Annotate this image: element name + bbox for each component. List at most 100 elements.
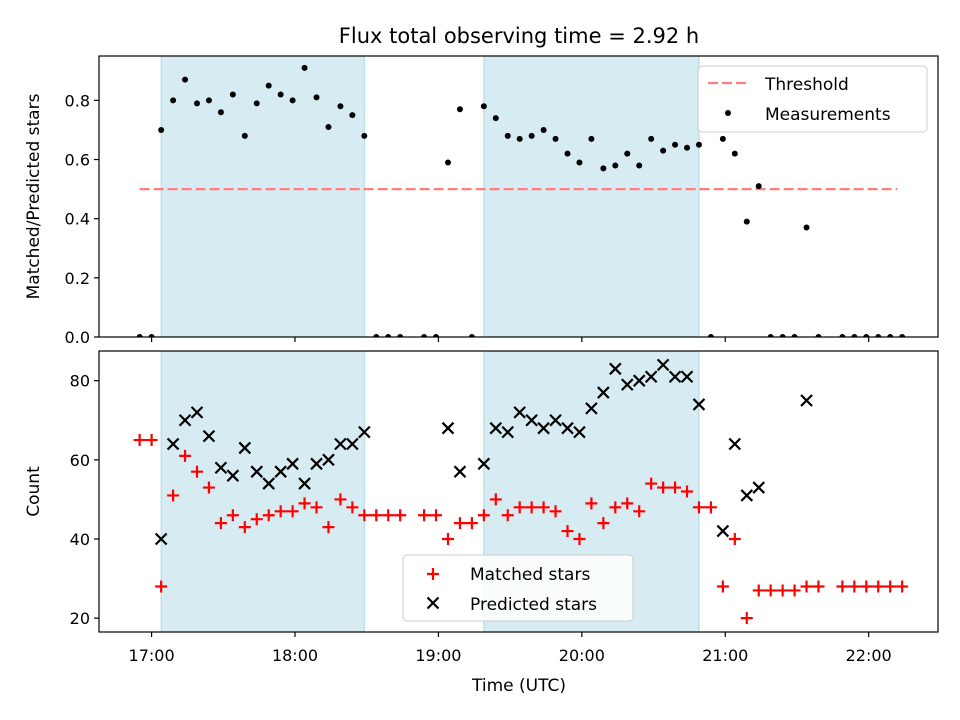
legend-threshold-label: Threshold bbox=[764, 75, 849, 95]
x-tick-label: 20:00 bbox=[559, 646, 605, 665]
matched-stars-point bbox=[836, 580, 849, 593]
matched-stars-point bbox=[525, 501, 538, 514]
predicted-stars-point bbox=[692, 398, 706, 411]
predicted-stars-point bbox=[800, 394, 813, 407]
measurement-point bbox=[194, 100, 201, 107]
y-tick-label: 0.4 bbox=[65, 210, 90, 229]
measurement-point bbox=[456, 106, 463, 113]
predicted-stars-point bbox=[549, 413, 562, 427]
matched-stars-point bbox=[896, 580, 909, 593]
bottom-panel: 20 40 60 80 17:00 18:00 19:00 20:00 21:00 22:00 Co… bbox=[24, 350, 939, 665]
legend-measurements-label: Measurements bbox=[765, 105, 891, 125]
predicted-stars-point bbox=[656, 358, 670, 372]
matched-stars-point bbox=[226, 509, 239, 522]
matched-stars-point bbox=[262, 509, 275, 522]
legend-box bbox=[697, 65, 928, 133]
y-tick-label: 0.2 bbox=[65, 269, 90, 288]
figure-title: Flux total observing time = 2.92 h bbox=[339, 24, 699, 48]
matched-stars-point bbox=[394, 509, 407, 522]
matched-stars-point bbox=[214, 517, 227, 530]
predicted-stars-point bbox=[154, 532, 168, 546]
measurement-point bbox=[148, 334, 155, 337]
legend-box bbox=[402, 554, 634, 622]
predicted-stars-point bbox=[166, 437, 180, 451]
predicted-stars-point bbox=[334, 437, 347, 451]
measurement-point bbox=[158, 126, 165, 133]
matched-stars-point bbox=[274, 505, 287, 518]
predicted-stars-point bbox=[226, 469, 240, 482]
measurement-point bbox=[648, 135, 655, 142]
predicted-stars-point bbox=[573, 425, 586, 439]
measurement-point bbox=[528, 132, 535, 139]
matched-stars-point bbox=[597, 517, 610, 530]
measurement-point bbox=[815, 334, 822, 337]
matched-stars-point bbox=[453, 517, 466, 530]
predicted-stars-point bbox=[740, 489, 754, 502]
predicted-stars-point bbox=[632, 374, 646, 387]
measurement-point bbox=[863, 334, 870, 337]
measurement-point bbox=[468, 334, 475, 337]
measurement-point bbox=[779, 334, 786, 337]
measurement-point bbox=[636, 162, 643, 169]
matched-stars-point bbox=[370, 509, 383, 522]
measurement-point bbox=[385, 334, 392, 337]
measurement-point bbox=[421, 334, 428, 337]
matched-stars-point bbox=[776, 584, 789, 597]
matched-stars-point bbox=[501, 509, 514, 522]
predicted-stars-point bbox=[346, 437, 359, 451]
predicted-stars-point bbox=[250, 465, 264, 478]
measurement-point bbox=[660, 147, 667, 154]
predicted-stars-point bbox=[286, 457, 299, 471]
predicted-stars-point bbox=[716, 524, 730, 538]
y-tick-label: 0.8 bbox=[65, 91, 90, 110]
predicted-stars-point bbox=[190, 406, 204, 419]
matched-stars-point bbox=[418, 509, 431, 522]
y-tick-label: 60 bbox=[70, 451, 90, 470]
measurement-point bbox=[612, 162, 619, 169]
measurement-point bbox=[301, 64, 308, 71]
matched-stars-point bbox=[250, 513, 263, 526]
predicted-stars-point bbox=[178, 413, 192, 427]
matched-stars-point bbox=[573, 532, 586, 545]
matched-stars-point bbox=[322, 521, 335, 534]
predicted-stars-point bbox=[537, 421, 550, 435]
measurement-point bbox=[552, 135, 559, 142]
measurement-point bbox=[277, 91, 284, 98]
matched-stars-point bbox=[681, 485, 694, 498]
predicted-stars-point bbox=[561, 421, 574, 435]
shaded-interval bbox=[483, 56, 699, 337]
plot-area bbox=[133, 351, 909, 632]
predicted-stars-point bbox=[609, 362, 622, 376]
predicted-stars-point bbox=[310, 457, 323, 471]
measurement-point bbox=[325, 123, 332, 130]
predicted-stars-point bbox=[202, 429, 216, 443]
measurement-point bbox=[755, 183, 762, 190]
matched-stars-point bbox=[155, 580, 168, 593]
predicted-stars-point bbox=[680, 370, 694, 384]
matched-stars-point bbox=[848, 580, 861, 593]
predicted-stars-point bbox=[322, 453, 335, 467]
measurement-point bbox=[289, 97, 296, 104]
measurement-point bbox=[170, 97, 177, 104]
y-axis-label: Matched/Predicted stars bbox=[24, 93, 44, 299]
measurement-point bbox=[767, 334, 774, 337]
measurement-point bbox=[743, 218, 750, 225]
measurement-point bbox=[600, 165, 607, 172]
matched-stars-point bbox=[633, 505, 646, 518]
matched-stars-point bbox=[728, 532, 741, 545]
measurement-point bbox=[182, 76, 189, 83]
measurement-point bbox=[337, 103, 344, 110]
matched-stars-point bbox=[430, 509, 443, 522]
matched-stars-point bbox=[298, 497, 311, 510]
predicted-stars-point bbox=[238, 441, 252, 455]
predicted-stars-point bbox=[477, 457, 491, 471]
matched-stars-point bbox=[489, 493, 502, 506]
predicted-stars-point bbox=[752, 481, 766, 494]
measurement-point bbox=[899, 334, 906, 337]
measurement-point bbox=[492, 115, 499, 122]
measurement-point bbox=[564, 150, 571, 157]
x-tick-label: 22:00 bbox=[846, 646, 892, 665]
matched-stars-point bbox=[238, 521, 251, 534]
predicted-stars-point bbox=[358, 425, 371, 439]
